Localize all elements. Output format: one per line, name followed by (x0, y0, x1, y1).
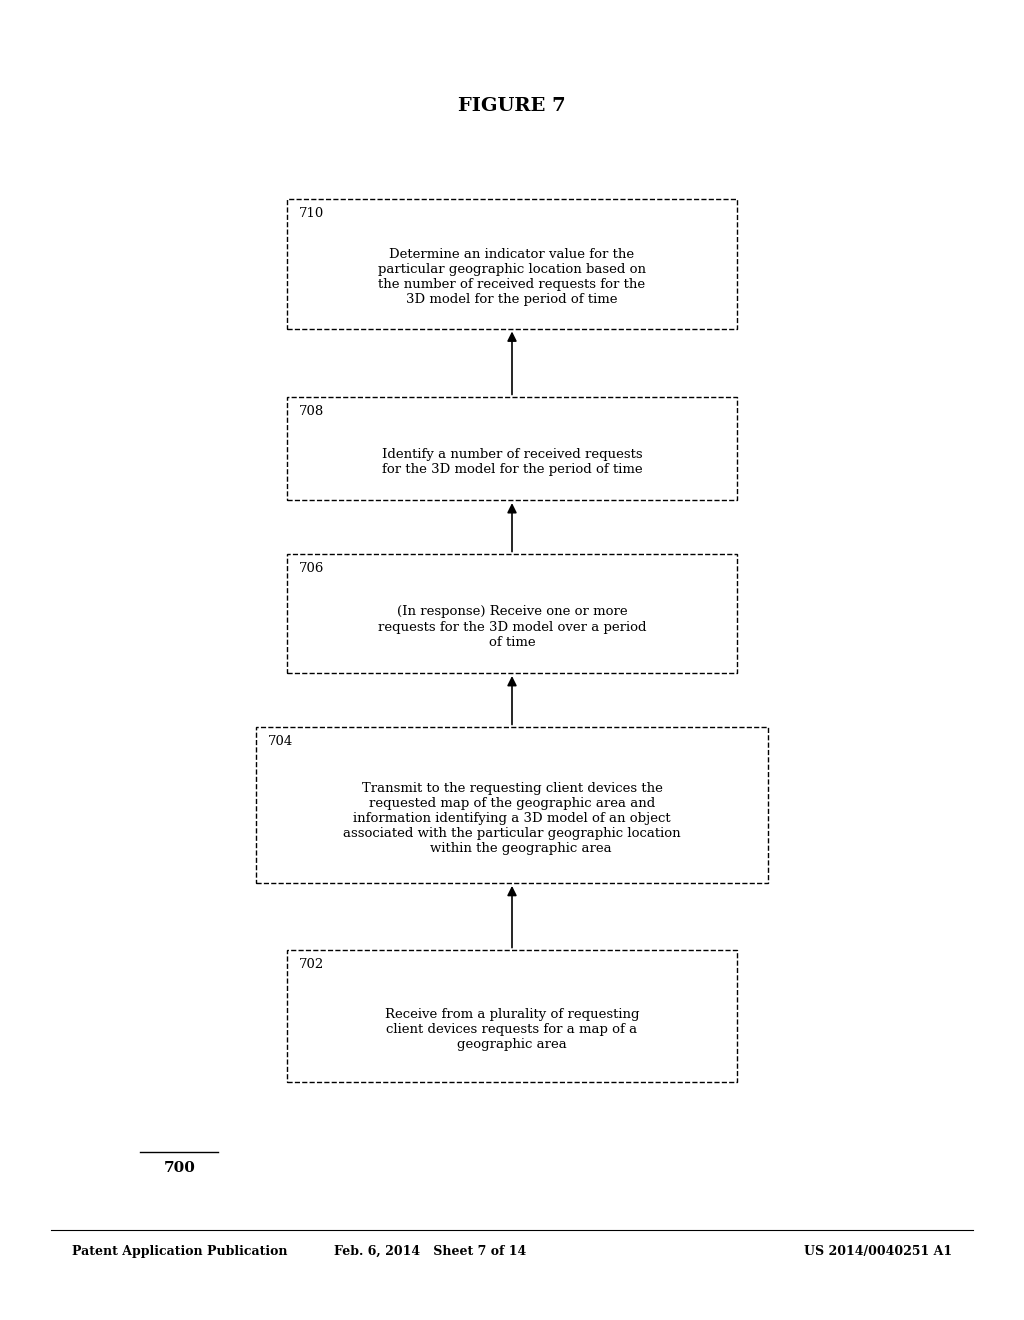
Text: Determine an indicator value for the
particular geographic location based on
the: Determine an indicator value for the par… (378, 248, 646, 306)
Text: (In response) Receive one or more
requests for the 3D model over a period
of tim: (In response) Receive one or more reques… (378, 606, 646, 648)
Text: 710: 710 (299, 207, 325, 220)
FancyBboxPatch shape (256, 727, 768, 883)
FancyBboxPatch shape (287, 554, 737, 673)
Text: Patent Application Publication: Patent Application Publication (72, 1245, 287, 1258)
Text: 708: 708 (299, 405, 325, 418)
Text: Feb. 6, 2014   Sheet 7 of 14: Feb. 6, 2014 Sheet 7 of 14 (334, 1245, 526, 1258)
FancyBboxPatch shape (287, 397, 737, 500)
Text: US 2014/0040251 A1: US 2014/0040251 A1 (804, 1245, 952, 1258)
Text: Identify a number of received requests
for the 3D model for the period of time: Identify a number of received requests f… (382, 447, 642, 477)
FancyBboxPatch shape (287, 950, 737, 1082)
Text: FIGURE 7: FIGURE 7 (458, 96, 566, 115)
Text: 702: 702 (299, 958, 325, 972)
Text: 700: 700 (163, 1162, 196, 1175)
FancyBboxPatch shape (287, 199, 737, 329)
Text: 706: 706 (299, 562, 325, 576)
Text: Transmit to the requesting client devices the
requested map of the geographic ar: Transmit to the requesting client device… (343, 781, 681, 855)
Text: 704: 704 (268, 735, 294, 748)
Text: Receive from a plurality of requesting
client devices requests for a map of a
ge: Receive from a plurality of requesting c… (385, 1008, 639, 1051)
